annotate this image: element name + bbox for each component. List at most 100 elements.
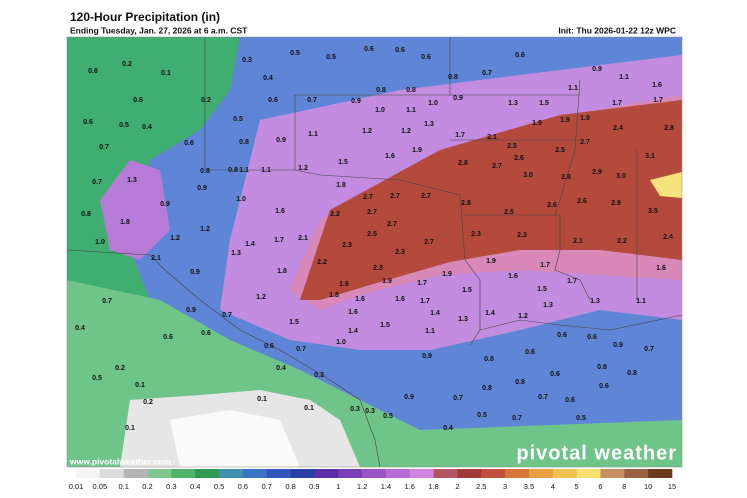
precip-label: 1.2 [298, 165, 308, 172]
precip-label: 1.0 [428, 100, 438, 107]
precip-label: 1.2 [401, 128, 411, 135]
precip-label: 0.7 [482, 70, 492, 77]
precip-label: 0.9 [613, 342, 623, 349]
precip-label: 0.3 [314, 372, 324, 379]
colorbar-swatch [481, 469, 506, 478]
precip-label: 0.4 [276, 365, 286, 372]
precip-label: 1.7 [540, 262, 550, 269]
precip-label: 1.7 [653, 97, 663, 104]
colorbar-label: 5 [575, 482, 579, 491]
precip-label: 2.8 [664, 125, 674, 132]
precip-label: 0.1 [125, 425, 135, 432]
colorbar-label: 3.5 [524, 482, 534, 491]
precip-label: 0.7 [453, 395, 463, 402]
precip-label: 1.3 [508, 100, 518, 107]
colorbar-label: 0.05 [93, 482, 108, 491]
precip-label: 1.1 [406, 107, 416, 114]
precip-label: 0.1 [135, 382, 145, 389]
border-line [67, 249, 381, 467]
precip-label: 2.7 [492, 163, 502, 170]
precip-label: 0.3 [365, 408, 375, 415]
precip-label: 0.8 [627, 370, 637, 377]
precip-label: 1.5 [462, 287, 472, 294]
precip-label: 0.2 [143, 399, 153, 406]
precip-label: 1.2 [362, 128, 372, 135]
precip-label: 0.7 [92, 179, 102, 186]
precip-label: 0.6 [515, 52, 525, 59]
precip-label: 2.7 [421, 193, 431, 200]
colorbar-swatch [338, 469, 363, 478]
init-time: Init: Thu 2026-01-22 12z WPC [558, 25, 676, 35]
precip-label: 0.8 [239, 139, 249, 146]
title: 120-Hour Precipitation (in) [70, 10, 220, 24]
precip-label: 0.6 [557, 332, 567, 339]
precip-label: 0.6 [525, 349, 535, 356]
precip-label: 0.3 [242, 57, 252, 64]
precip-label: 1.6 [275, 208, 285, 215]
red-band [300, 100, 682, 300]
precip-label: 2.4 [613, 125, 623, 132]
precip-label: 0.3 [350, 406, 360, 413]
precip-label: 0.6 [184, 140, 194, 147]
precip-label: 1.8 [277, 268, 287, 275]
precip-label: 1.9 [560, 117, 570, 124]
precip-label: 0.6 [421, 54, 431, 61]
precip-label: 0.9 [190, 269, 200, 276]
precip-label: 3.0 [523, 172, 533, 179]
precip-label: 0.5 [383, 413, 393, 420]
precip-label: 1.1 [568, 85, 578, 92]
colorbar-swatch [385, 469, 411, 478]
colorbar-swatch [99, 469, 124, 478]
precip-label: 1.7 [612, 100, 622, 107]
precip-label: 0.5 [290, 50, 300, 57]
precip-label: 0.4 [142, 124, 152, 131]
precip-label: 2.7 [367, 209, 377, 216]
precip-label: 2.8 [458, 160, 468, 167]
precip-label: 0.8 [482, 385, 492, 392]
precip-label: 2.8 [561, 174, 571, 181]
precip-label: 2.7 [363, 194, 373, 201]
precip-label: 0.9 [276, 137, 286, 144]
precip-label: 0.7 [222, 312, 232, 319]
precip-label: 1.6 [652, 82, 662, 89]
precip-label: 2.1 [487, 134, 497, 141]
colorbar-label: 2.5 [476, 482, 486, 491]
precip-label: 2.5 [507, 143, 517, 150]
precip-label: 1.4 [348, 328, 358, 335]
colorbar-label: 0.2 [142, 482, 152, 491]
precip-label: 0.4 [263, 75, 273, 82]
border-line [204, 37, 451, 171]
precip-label: 0.4 [75, 325, 85, 332]
borders [67, 37, 682, 467]
colorbar-swatch [242, 469, 268, 478]
precip-label: 0.8 [200, 168, 210, 175]
precip-label: 2.3 [395, 249, 405, 256]
precip-label: 2.1 [151, 255, 161, 262]
subtitle: Ending Tuesday, Jan. 27, 2026 at 6 a.m. … [70, 25, 248, 35]
precip-label: 0.1 [304, 405, 314, 412]
precip-label: 0.5 [92, 375, 102, 382]
precip-label: 0.7 [296, 346, 306, 353]
colorbar-label: 3 [503, 482, 507, 491]
precip-label: 2.2 [617, 238, 627, 245]
precip-label: 1.7 [417, 280, 427, 287]
precip-label: 0.6 [201, 330, 211, 337]
colorbar-swatch [290, 469, 315, 478]
precip-label: 1.2 [518, 313, 528, 320]
colorbar-swatch [409, 469, 434, 478]
precip-label: 0.7 [538, 394, 548, 401]
border-line [479, 314, 682, 331]
colorbar-swatch [552, 469, 577, 478]
colorbar-label: 8 [622, 482, 626, 491]
precip-label: 3.0 [616, 173, 626, 180]
precip-label: 1.6 [508, 273, 518, 280]
precip-label: 2.8 [461, 200, 471, 207]
colorbar-label: 0.1 [118, 482, 128, 491]
precip-label: 0.6 [364, 46, 374, 53]
precip-label: 0.8 [597, 364, 607, 371]
precip-label: 0.6 [395, 47, 405, 54]
precip-label: 0.5 [326, 54, 336, 61]
precip-label: 1.1 [261, 167, 271, 174]
precip-label: 0.9 [422, 353, 432, 360]
precip-label: 2.9 [592, 169, 602, 176]
